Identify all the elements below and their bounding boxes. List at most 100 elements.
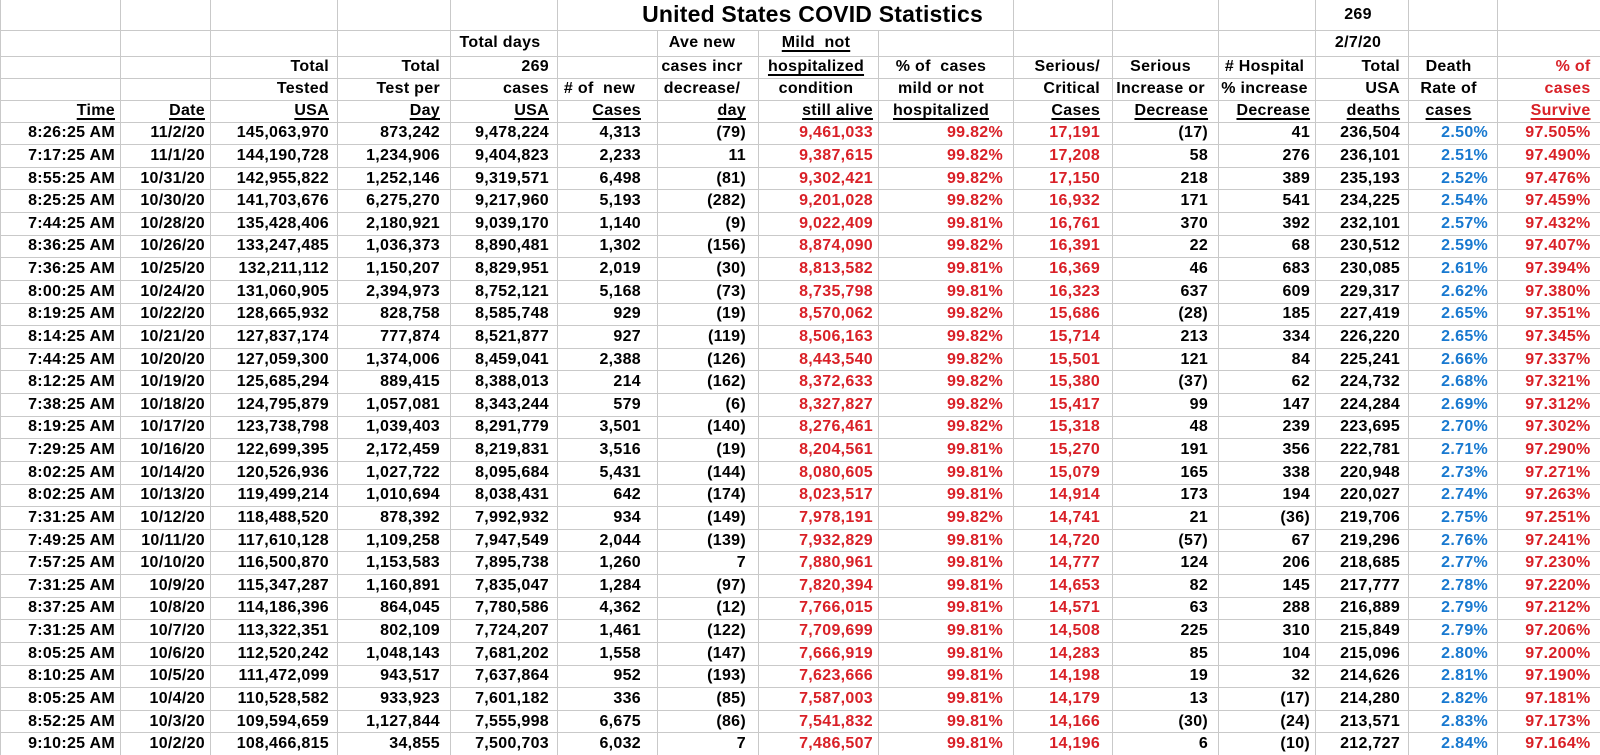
cell-total-usa-deaths[interactable]: 218,685 (1315, 551, 1410, 575)
cell-new-cases[interactable]: 1,302 (557, 234, 658, 259)
cell-serious-incr-decr[interactable]: 22 (1112, 234, 1220, 259)
header-cell-r3-total-test-per-day[interactable]: Total (337, 55, 451, 79)
cell-total-usa-deaths[interactable]: 229,317 (1315, 279, 1410, 304)
header-cell-r3-total-usa-deaths[interactable]: Total (1315, 55, 1410, 79)
cell-total-cases-usa[interactable]: 9,319,571 (450, 166, 558, 191)
header-cell-r5-serious-critical-cases[interactable]: Cases (1013, 99, 1114, 123)
cell-hospital-incr-decr[interactable]: 145 (1218, 574, 1317, 598)
cell-time[interactable]: 8:14:25 AM (0, 325, 121, 349)
header-cell-r3-total-cases-usa[interactable]: 269 (450, 55, 558, 79)
cell-total-usa-deaths[interactable]: 224,284 (1315, 393, 1410, 417)
cell-serious-incr-decr[interactable]: 58 (1112, 144, 1220, 168)
cell-date[interactable]: 10/6/20 (120, 641, 211, 666)
cell-time[interactable]: 8:05:25 AM (0, 641, 121, 666)
cell-ave-new-cases-incr-decr[interactable]: (97) (657, 574, 759, 598)
cell-hospital-incr-decr[interactable]: 84 (1218, 347, 1317, 372)
cell-time[interactable]: 7:38:25 AM (0, 393, 121, 417)
cell-total-test-per-day[interactable]: 1,153,583 (337, 551, 451, 575)
cell-hospital-incr-decr[interactable]: 32 (1218, 664, 1317, 689)
cell-total-usa-deaths[interactable]: 223,695 (1315, 415, 1410, 440)
header-cell-r5-date[interactable]: Date (120, 99, 211, 123)
cell-total-usa-deaths[interactable]: 216,889 (1315, 596, 1410, 621)
cell-total-usa-deaths[interactable]: 220,948 (1315, 460, 1410, 485)
header-cell-r4-total-usa-deaths[interactable]: USA (1315, 77, 1410, 101)
cell-total-cases-usa[interactable]: 7,601,182 (450, 687, 558, 711)
cell-death-rate[interactable]: 2.52% (1408, 166, 1499, 191)
cell-hospital-incr-decr[interactable]: 310 (1218, 619, 1317, 643)
cell-hospital-incr-decr[interactable]: 185 (1218, 302, 1317, 327)
cell-mild-not-hospitalized[interactable]: 8,506,163 (758, 325, 879, 349)
cell-pct-survive[interactable]: 97.241% (1497, 528, 1600, 553)
cell-ave-new-cases-incr-decr[interactable]: (81) (657, 166, 759, 191)
cell-hospital-incr-decr[interactable]: 541 (1218, 189, 1317, 213)
cell-mild-not-hospitalized[interactable]: 9,461,033 (758, 121, 879, 146)
cell-death-rate[interactable]: 2.65% (1408, 325, 1499, 349)
header-cell-r2-serious-critical-cases[interactable] (1013, 29, 1114, 57)
cell-total-usa-deaths[interactable]: 219,296 (1315, 528, 1410, 553)
cell-date[interactable]: 10/7/20 (120, 619, 211, 643)
cell-date[interactable]: 10/26/20 (120, 234, 211, 259)
cell-total-cases-usa[interactable]: 9,039,170 (450, 212, 558, 236)
cell-pct-cases-mild[interactable]: 99.81% (877, 641, 1015, 666)
cell-total-cases-usa[interactable]: 7,555,998 (450, 709, 558, 734)
header-cell-r5-ave-new-cases-incr-decr[interactable]: day (657, 99, 759, 123)
header-cell-r5-pct-survive[interactable]: Survive (1497, 99, 1600, 123)
cell-total-tested-usa[interactable]: 117,610,128 (210, 528, 338, 553)
cell-new-cases[interactable]: 2,388 (557, 347, 658, 372)
cell-time[interactable]: 9:10:25 AM (0, 732, 121, 755)
cell-serious-incr-decr[interactable]: 6 (1112, 732, 1220, 755)
cell-mild-not-hospitalized[interactable]: 7,709,699 (758, 619, 879, 643)
cell-mild-not-hospitalized[interactable]: 8,443,540 (758, 347, 879, 372)
cell-total-test-per-day[interactable]: 34,855 (337, 732, 451, 755)
cell-total-usa-deaths[interactable]: 227,419 (1315, 302, 1410, 327)
cell-serious-critical-cases[interactable]: 14,720 (1013, 528, 1114, 553)
cell-pct-survive[interactable]: 97.290% (1497, 438, 1600, 462)
cell-total-usa-deaths[interactable]: 212,727 (1315, 732, 1410, 755)
cell-total-cases-usa[interactable]: 7,500,703 (450, 732, 558, 755)
cell-total-test-per-day[interactable]: 1,150,207 (337, 257, 451, 281)
cell-total-tested-usa[interactable]: 127,059,300 (210, 347, 338, 372)
cell-ave-new-cases-incr-decr[interactable]: (19) (657, 438, 759, 462)
cell-total-test-per-day[interactable]: 1,057,081 (337, 393, 451, 417)
cell-total-test-per-day[interactable]: 2,180,921 (337, 212, 451, 236)
cell-total-tested-usa[interactable]: 110,528,582 (210, 687, 338, 711)
cell-pct-cases-mild[interactable]: 99.82% (877, 506, 1015, 530)
cell-hospital-incr-decr[interactable]: 334 (1218, 325, 1317, 349)
cell-total-cases-usa[interactable]: 7,992,932 (450, 506, 558, 530)
cell-new-cases[interactable]: 5,431 (557, 460, 658, 485)
cell-total-test-per-day[interactable]: 777,874 (337, 325, 451, 349)
cell-new-cases[interactable]: 934 (557, 506, 658, 530)
cell-death-rate[interactable]: 2.65% (1408, 302, 1499, 327)
header-cell-r5-hospital-incr-decr[interactable]: Decrease (1218, 99, 1317, 123)
cell-total-test-per-day[interactable]: 1,036,373 (337, 234, 451, 259)
cell-serious-critical-cases[interactable]: 14,198 (1013, 664, 1114, 689)
cell-pct-cases-mild[interactable]: 99.82% (877, 393, 1015, 417)
cell-pct-survive[interactable]: 97.345% (1497, 325, 1600, 349)
header-cell-r2-total-cases-usa[interactable]: Total days (450, 29, 558, 57)
cell-serious-incr-decr[interactable]: 63 (1112, 596, 1220, 621)
cell-serious-incr-decr[interactable]: 218 (1112, 166, 1220, 191)
cell-pct-cases-mild[interactable]: 99.81% (877, 732, 1015, 755)
cell-pct-cases-mild[interactable]: 99.82% (877, 347, 1015, 372)
header-cell-r5-death-rate[interactable]: cases (1408, 99, 1499, 123)
header-cell-r2-date[interactable] (120, 29, 211, 57)
header-cell-r3-new-cases[interactable] (557, 55, 658, 79)
cell-pct-survive[interactable]: 97.302% (1497, 415, 1600, 440)
cell-serious-incr-decr[interactable]: 99 (1112, 393, 1220, 417)
cell-time[interactable]: 8:36:25 AM (0, 234, 121, 259)
cell-pct-cases-mild[interactable]: 99.82% (877, 370, 1015, 394)
cell-serious-critical-cases[interactable]: 15,686 (1013, 302, 1114, 327)
cell-date[interactable]: 10/9/20 (120, 574, 211, 598)
cell-mild-not-hospitalized[interactable]: 8,327,827 (758, 393, 879, 417)
cell-pct-survive[interactable]: 97.432% (1497, 212, 1600, 236)
start-date-value[interactable]: 2/7/20 (1315, 29, 1410, 57)
cell-ave-new-cases-incr-decr[interactable]: 7 (657, 551, 759, 575)
cell-total-usa-deaths[interactable]: 214,280 (1315, 687, 1410, 711)
cell-new-cases[interactable]: 929 (557, 302, 658, 327)
header-cell-r4-hospital-incr-decr[interactable]: % increase (1218, 77, 1317, 101)
cell-serious-critical-cases[interactable]: 15,714 (1013, 325, 1114, 349)
cell-ave-new-cases-incr-decr[interactable]: (193) (657, 664, 759, 689)
cell-date[interactable]: 10/25/20 (120, 257, 211, 281)
sheet-title[interactable]: United States COVID Statistics (556, 0, 1015, 31)
cell-ave-new-cases-incr-decr[interactable]: (139) (657, 528, 759, 553)
